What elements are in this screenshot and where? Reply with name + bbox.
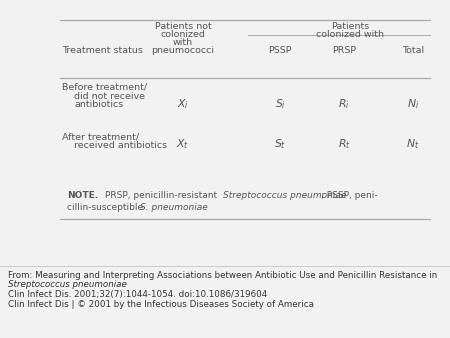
- Text: $N_i$: $N_i$: [407, 97, 419, 111]
- Text: PSSP: PSSP: [268, 46, 292, 55]
- Text: antibiotics: antibiotics: [74, 100, 123, 110]
- Text: Clin Infect Dis. 2001;32(7):1044-1054. doi:10.1086/319604: Clin Infect Dis. 2001;32(7):1044-1054. d…: [8, 290, 267, 299]
- Text: Patients not: Patients not: [155, 22, 212, 31]
- Text: $X_t$: $X_t$: [176, 137, 189, 151]
- Text: with: with: [173, 38, 193, 47]
- Text: colonized with: colonized with: [316, 30, 384, 39]
- Text: $R_t$: $R_t$: [338, 137, 351, 151]
- Text: ; PSSP, peni-: ; PSSP, peni-: [321, 191, 378, 200]
- Text: After treatment/: After treatment/: [62, 132, 139, 141]
- Text: $X_i$: $X_i$: [177, 97, 189, 111]
- Text: $S_t$: $S_t$: [274, 137, 286, 151]
- Text: did not receive: did not receive: [74, 92, 145, 100]
- Text: $S_i$: $S_i$: [274, 97, 285, 111]
- Text: Total: Total: [402, 46, 424, 55]
- Text: From: Measuring and Interpreting Associations between Antibiotic Use and Penicil: From: Measuring and Interpreting Associa…: [8, 271, 437, 280]
- Text: Treatment status: Treatment status: [62, 46, 143, 55]
- Text: $N_t$: $N_t$: [406, 137, 420, 151]
- Text: Streptococcus pneumoniae: Streptococcus pneumoniae: [223, 191, 346, 200]
- Text: colonized: colonized: [161, 30, 206, 39]
- Text: Clin Infect Dis | © 2001 by the Infectious Diseases Society of America: Clin Infect Dis | © 2001 by the Infectio…: [8, 300, 314, 309]
- Text: received antibiotics: received antibiotics: [74, 141, 167, 150]
- Text: pneumococci: pneumococci: [152, 46, 215, 55]
- Text: cillin-susceptible: cillin-susceptible: [67, 203, 146, 212]
- Text: PRSP, penicillin-resistant: PRSP, penicillin-resistant: [105, 191, 220, 200]
- Text: Patients: Patients: [331, 22, 369, 31]
- Text: $R_i$: $R_i$: [338, 97, 350, 111]
- Text: Streptococcus pneumoniae: Streptococcus pneumoniae: [8, 281, 127, 289]
- Text: PRSP: PRSP: [332, 46, 356, 55]
- Text: .: .: [196, 203, 199, 212]
- Text: S. pneumoniae: S. pneumoniae: [140, 203, 208, 212]
- Text: Before treatment/: Before treatment/: [62, 82, 147, 92]
- Text: NOTE.: NOTE.: [67, 191, 98, 200]
